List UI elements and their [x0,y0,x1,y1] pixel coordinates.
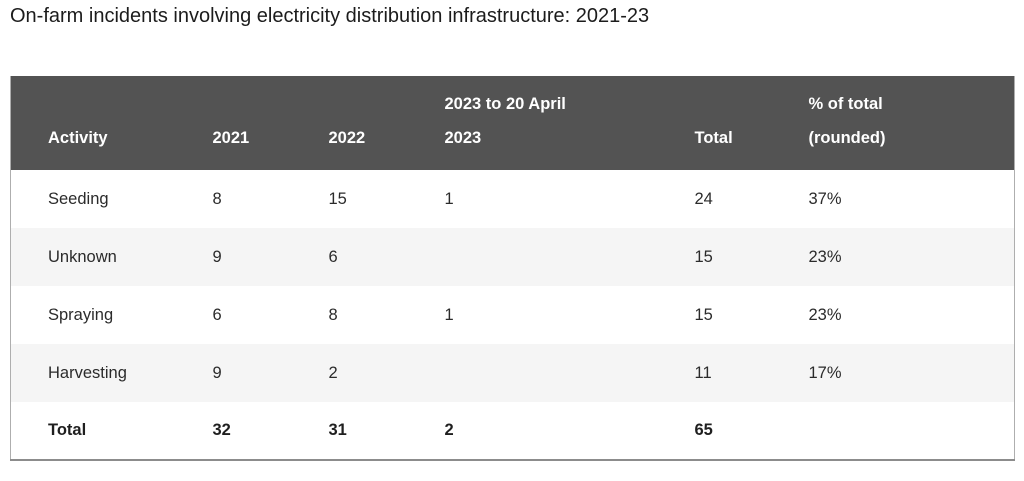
cell-2023: 1 [444,170,695,228]
table-header: Activity 2021 2022 2023 to 20 April 2023… [10,76,1015,170]
cell-total: 65 [694,402,809,460]
cell-2022: 8 [328,286,445,344]
cell-2022: 31 [328,402,445,460]
cell-activity: Harvesting [10,344,213,402]
cell-activity: Seeding [10,170,213,228]
table-body: Seeding 8 15 1 24 37% Unknown 9 6 15 23%… [10,170,1015,460]
cell-2021: 32 [212,402,329,460]
table-row-seeding: Seeding 8 15 1 24 37% [10,170,1015,228]
cell-activity: Spraying [10,286,213,344]
cell-2023 [444,228,695,286]
cell-2023: 1 [444,286,695,344]
table-row-spraying: Spraying 6 8 1 15 23% [10,286,1015,344]
cell-2021: 9 [212,228,329,286]
cell-percent: 23% [808,228,1015,286]
column-header-total: Total [694,76,809,170]
cell-percent: 17% [808,344,1015,402]
cell-2022: 15 [328,170,445,228]
cell-total: 15 [694,286,809,344]
cell-percent [808,402,1015,460]
cell-2023 [444,344,695,402]
cell-percent: 23% [808,286,1015,344]
cell-activity: Unknown [10,228,213,286]
table-row-total: Total 32 31 2 65 [10,402,1015,460]
table-row-unknown: Unknown 9 6 15 23% [10,228,1015,286]
header-row: Activity 2021 2022 2023 to 20 April 2023… [10,76,1015,170]
column-header-percent: % of total (rounded) [808,76,1015,170]
cell-2023: 2 [444,402,695,460]
cell-activity: Total [10,402,213,460]
cell-2021: 8 [212,170,329,228]
cell-2022: 6 [328,228,445,286]
table-row-harvesting: Harvesting 9 2 11 17% [10,344,1015,402]
cell-2021: 6 [212,286,329,344]
cell-2021: 9 [212,344,329,402]
cell-2022: 2 [328,344,445,402]
column-header-2023: 2023 to 20 April 2023 [444,76,695,170]
cell-total: 24 [694,170,809,228]
page-title: On-farm incidents involving electricity … [10,5,650,27]
column-header-2022: 2022 [328,76,445,170]
column-header-activity: Activity [10,76,213,170]
cell-total: 15 [694,228,809,286]
incidents-table: Activity 2021 2022 2023 to 20 April 2023… [10,76,1015,461]
column-header-2021: 2021 [212,76,329,170]
cell-percent: 37% [808,170,1015,228]
cell-total: 11 [694,344,809,402]
